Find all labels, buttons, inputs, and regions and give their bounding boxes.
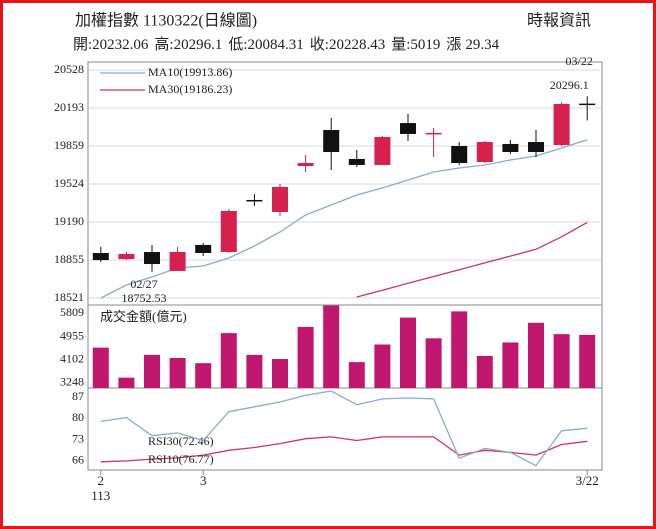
- stats: 開:20232.06 高:20296.1 低:20084.31 收:20228.43 量…: [73, 36, 500, 53]
- y-tick-label: 20193: [54, 100, 84, 114]
- y-tick-label: 18855: [54, 252, 84, 266]
- bar: [92, 347, 109, 388]
- candle-body: [144, 251, 160, 265]
- bar: [195, 363, 212, 388]
- bar: [246, 354, 263, 388]
- candle-body: [528, 142, 544, 153]
- stat-value: 20296.1: [174, 37, 223, 53]
- bar: [579, 334, 596, 388]
- stat-value: 5019: [410, 37, 440, 53]
- candle-body: [297, 163, 314, 166]
- bar: [476, 355, 493, 388]
- y-tick-label: 66: [72, 453, 84, 467]
- line: [356, 221, 588, 298]
- bar: [451, 311, 468, 388]
- bar: [374, 344, 391, 388]
- legend-label: RSI10(76.77): [148, 452, 214, 466]
- candle-body: [118, 254, 135, 260]
- source: 時報資訊: [527, 12, 591, 30]
- bar: [272, 359, 288, 388]
- stat-label: 低:: [228, 36, 247, 53]
- bar: [118, 377, 135, 388]
- line: [100, 139, 588, 299]
- plot-frame: [87, 61, 603, 471]
- bar: [169, 358, 186, 388]
- y-tick-label: 3248: [60, 375, 84, 389]
- candle-body: [272, 187, 288, 213]
- x-tick-label: 2: [98, 473, 105, 488]
- stat-value: 29.34: [465, 37, 499, 53]
- bar: [400, 317, 416, 388]
- bar: [348, 362, 365, 388]
- candle-body: [92, 253, 109, 261]
- stat-label: 收:: [310, 36, 329, 53]
- y-tick-label: 20528: [54, 62, 84, 76]
- stat-label: 量:: [391, 37, 410, 53]
- y-tick-label: 4955: [60, 328, 84, 342]
- stat-label: 高:: [154, 36, 173, 53]
- candle-body: [323, 129, 340, 153]
- annotation-value: 20296.1: [550, 78, 589, 92]
- year-label: 113: [91, 488, 110, 503]
- candle-body: [348, 158, 365, 165]
- y-tick-label: 4102: [60, 351, 84, 365]
- annotation: 03/22: [566, 54, 593, 68]
- panel-title: 成交金額(億元): [100, 309, 187, 324]
- y-tick-label: 80: [72, 410, 84, 424]
- bar: [553, 334, 570, 388]
- x-tick-label: 3: [200, 473, 207, 488]
- bar: [297, 326, 314, 388]
- stat-value: 20084.31: [248, 37, 304, 53]
- candle-body: [476, 142, 493, 163]
- y-tick-label: 19524: [54, 176, 84, 190]
- y-tick-label: 18521: [54, 290, 84, 304]
- y-tick-label: 19859: [54, 138, 84, 152]
- candle-body: [169, 251, 186, 271]
- stat-label: 漲: [446, 36, 461, 53]
- candle-body: [220, 210, 237, 252]
- candle-body: [553, 103, 570, 145]
- bar: [528, 322, 544, 388]
- legend-label: MA30(19186.23): [148, 82, 232, 96]
- x-tick-label: 3/22: [576, 473, 599, 488]
- y-tick-label: 5809: [60, 305, 84, 319]
- y-tick-label: 87: [72, 389, 84, 403]
- stat-label: 開:: [73, 37, 92, 53]
- candle-body: [195, 244, 212, 254]
- title: 加權指數 1130322(日線圖): [75, 12, 257, 30]
- legend-label: RSI30(72.46): [148, 434, 214, 448]
- candle-body: [502, 143, 519, 153]
- stat-value: 20232.06: [92, 37, 149, 53]
- candle-body: [425, 132, 442, 135]
- legend-label: MA10(19913.86): [148, 65, 232, 79]
- annotation-value: 18752.53: [122, 291, 167, 305]
- bar: [323, 305, 340, 388]
- bar: [144, 354, 160, 388]
- candle-body: [579, 103, 596, 106]
- candle-body: [374, 137, 391, 165]
- y-tick-label: 73: [72, 431, 84, 445]
- candle-body: [246, 199, 263, 202]
- y-tick-label: 19190: [54, 214, 84, 228]
- bar: [502, 342, 519, 388]
- line: [100, 390, 588, 467]
- bar: [220, 333, 237, 388]
- candle-body: [451, 146, 468, 164]
- candle-body: [400, 123, 416, 134]
- bar: [425, 338, 442, 388]
- annotation: 02/27: [130, 277, 157, 291]
- stat-value: 20228.43: [329, 37, 385, 53]
